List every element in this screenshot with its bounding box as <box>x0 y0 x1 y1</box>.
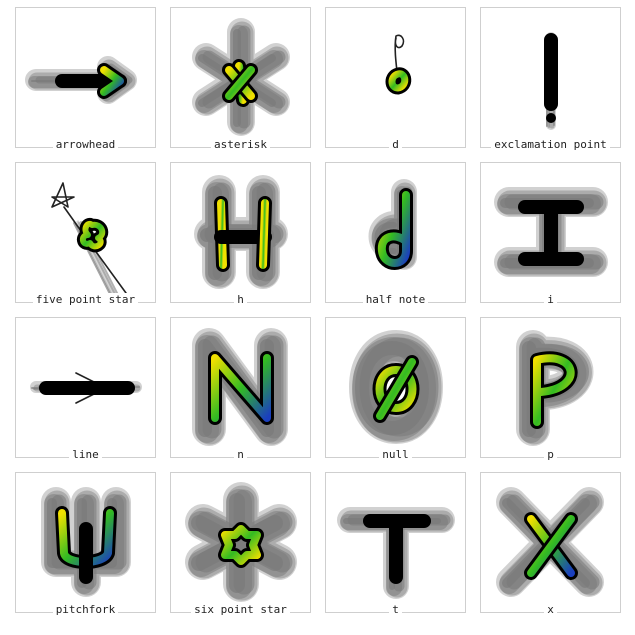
label-text: arrowhead <box>52 138 119 151</box>
label-text: i <box>544 293 557 306</box>
sketch-card <box>325 7 466 148</box>
glyph-dot <box>546 113 556 123</box>
sketch-card <box>325 317 466 458</box>
glyph-stroke <box>388 70 409 92</box>
label-text: line <box>69 448 102 461</box>
label-text: exclamation point <box>491 138 610 151</box>
gallery-item-label: half note <box>325 293 466 307</box>
label-text: h <box>234 293 247 306</box>
gallery-item: h <box>170 162 311 306</box>
gallery-item: t <box>325 472 466 616</box>
label-text: p <box>544 448 557 461</box>
sketch-card <box>170 472 311 613</box>
glyph-stroke <box>100 66 124 96</box>
gallery-item-label: five point star <box>15 293 156 307</box>
n-sketch-icon <box>192 328 288 446</box>
d-sketch-icon <box>385 34 412 95</box>
gallery-item-label: n <box>170 448 311 462</box>
glyph-stroke <box>533 354 575 426</box>
null-sketch-icon <box>349 330 443 444</box>
label-text: n <box>234 448 247 461</box>
h-sketch-icon <box>194 175 288 289</box>
sketch-card <box>15 317 156 458</box>
gallery-item-label: asterisk <box>170 138 311 152</box>
sketch-card <box>325 162 466 303</box>
line-sketch-icon <box>30 372 142 404</box>
gallery-item: six point star <box>170 472 311 616</box>
gallery-item-label: i <box>480 293 621 307</box>
sketch-card <box>480 162 621 303</box>
label-text: six point star <box>191 603 290 616</box>
p-sketch-icon <box>516 330 594 446</box>
six-point-star-sketch-icon <box>185 482 297 602</box>
gallery-item: x <box>480 472 621 616</box>
sketch-card <box>480 7 621 148</box>
gallery-item: n <box>170 317 311 461</box>
gallery-item: null <box>325 317 466 461</box>
sketch-card <box>480 472 621 613</box>
sketch-card <box>170 7 311 148</box>
label-text: x <box>544 603 557 616</box>
t-sketch-icon <box>337 507 455 599</box>
label-text: asterisk <box>211 138 270 151</box>
gallery-item-label: pitchfork <box>15 603 156 617</box>
label-text: t <box>389 603 402 616</box>
gallery-item: half note <box>325 162 466 306</box>
gallery-item: asterisk <box>170 7 311 151</box>
label-text: d <box>389 138 402 151</box>
gallery-item-label: t <box>325 603 466 617</box>
gallery-item-label: line <box>15 448 156 462</box>
gallery-item-label: exclamation point <box>480 138 621 152</box>
glyph-stroke <box>211 354 271 422</box>
pen-stroke <box>394 34 405 81</box>
glyph-stroke <box>221 525 261 565</box>
sketch-card <box>480 317 621 458</box>
glyph-stroke <box>376 358 416 420</box>
gallery-item-label: x <box>480 603 621 617</box>
sketch-card <box>170 162 311 303</box>
label-text: pitchfork <box>52 603 119 616</box>
pitchfork-sketch-icon <box>41 487 131 597</box>
glyph-stroke <box>527 515 575 577</box>
gallery-item: exclamation point <box>480 7 621 151</box>
gallery-item-label: null <box>325 448 466 462</box>
x-sketch-icon <box>496 487 604 597</box>
label-text: null <box>379 448 412 461</box>
gallery-item-label: arrowhead <box>15 138 156 152</box>
label-text: half note <box>362 293 429 306</box>
sketch-card <box>15 162 156 303</box>
half-note-sketch-icon <box>368 179 417 270</box>
glyph-stroke <box>80 221 106 250</box>
glyph-stroke <box>377 191 410 267</box>
gallery-item: p <box>480 317 621 461</box>
gallery-item-label: d <box>325 138 466 152</box>
sketch-card <box>15 7 156 148</box>
gallery-item: i <box>480 162 621 306</box>
glyph-stroke <box>225 66 255 100</box>
gallery-item-label: six point star <box>170 603 311 617</box>
glyph-stroke <box>259 199 269 269</box>
gallery-item: d <box>325 7 466 151</box>
sketch-card <box>170 317 311 458</box>
exclamation-point-sketch-icon <box>544 32 558 130</box>
label-text: five point star <box>32 293 139 306</box>
arrowhead-sketch-icon <box>25 56 137 104</box>
asterisk-sketch-icon <box>192 18 290 136</box>
gallery-item: arrowhead <box>15 7 156 151</box>
five-point-star-sketch-icon <box>51 182 127 300</box>
i-sketch-icon <box>494 187 608 277</box>
sketch-card <box>15 472 156 613</box>
gallery-item: line <box>15 317 156 461</box>
gallery-item: pitchfork <box>15 472 156 616</box>
gallery-item: five point star <box>15 162 156 306</box>
gallery-item-label: p <box>480 448 621 462</box>
gallery-item-label: h <box>170 293 311 307</box>
sketch-card <box>325 472 466 613</box>
